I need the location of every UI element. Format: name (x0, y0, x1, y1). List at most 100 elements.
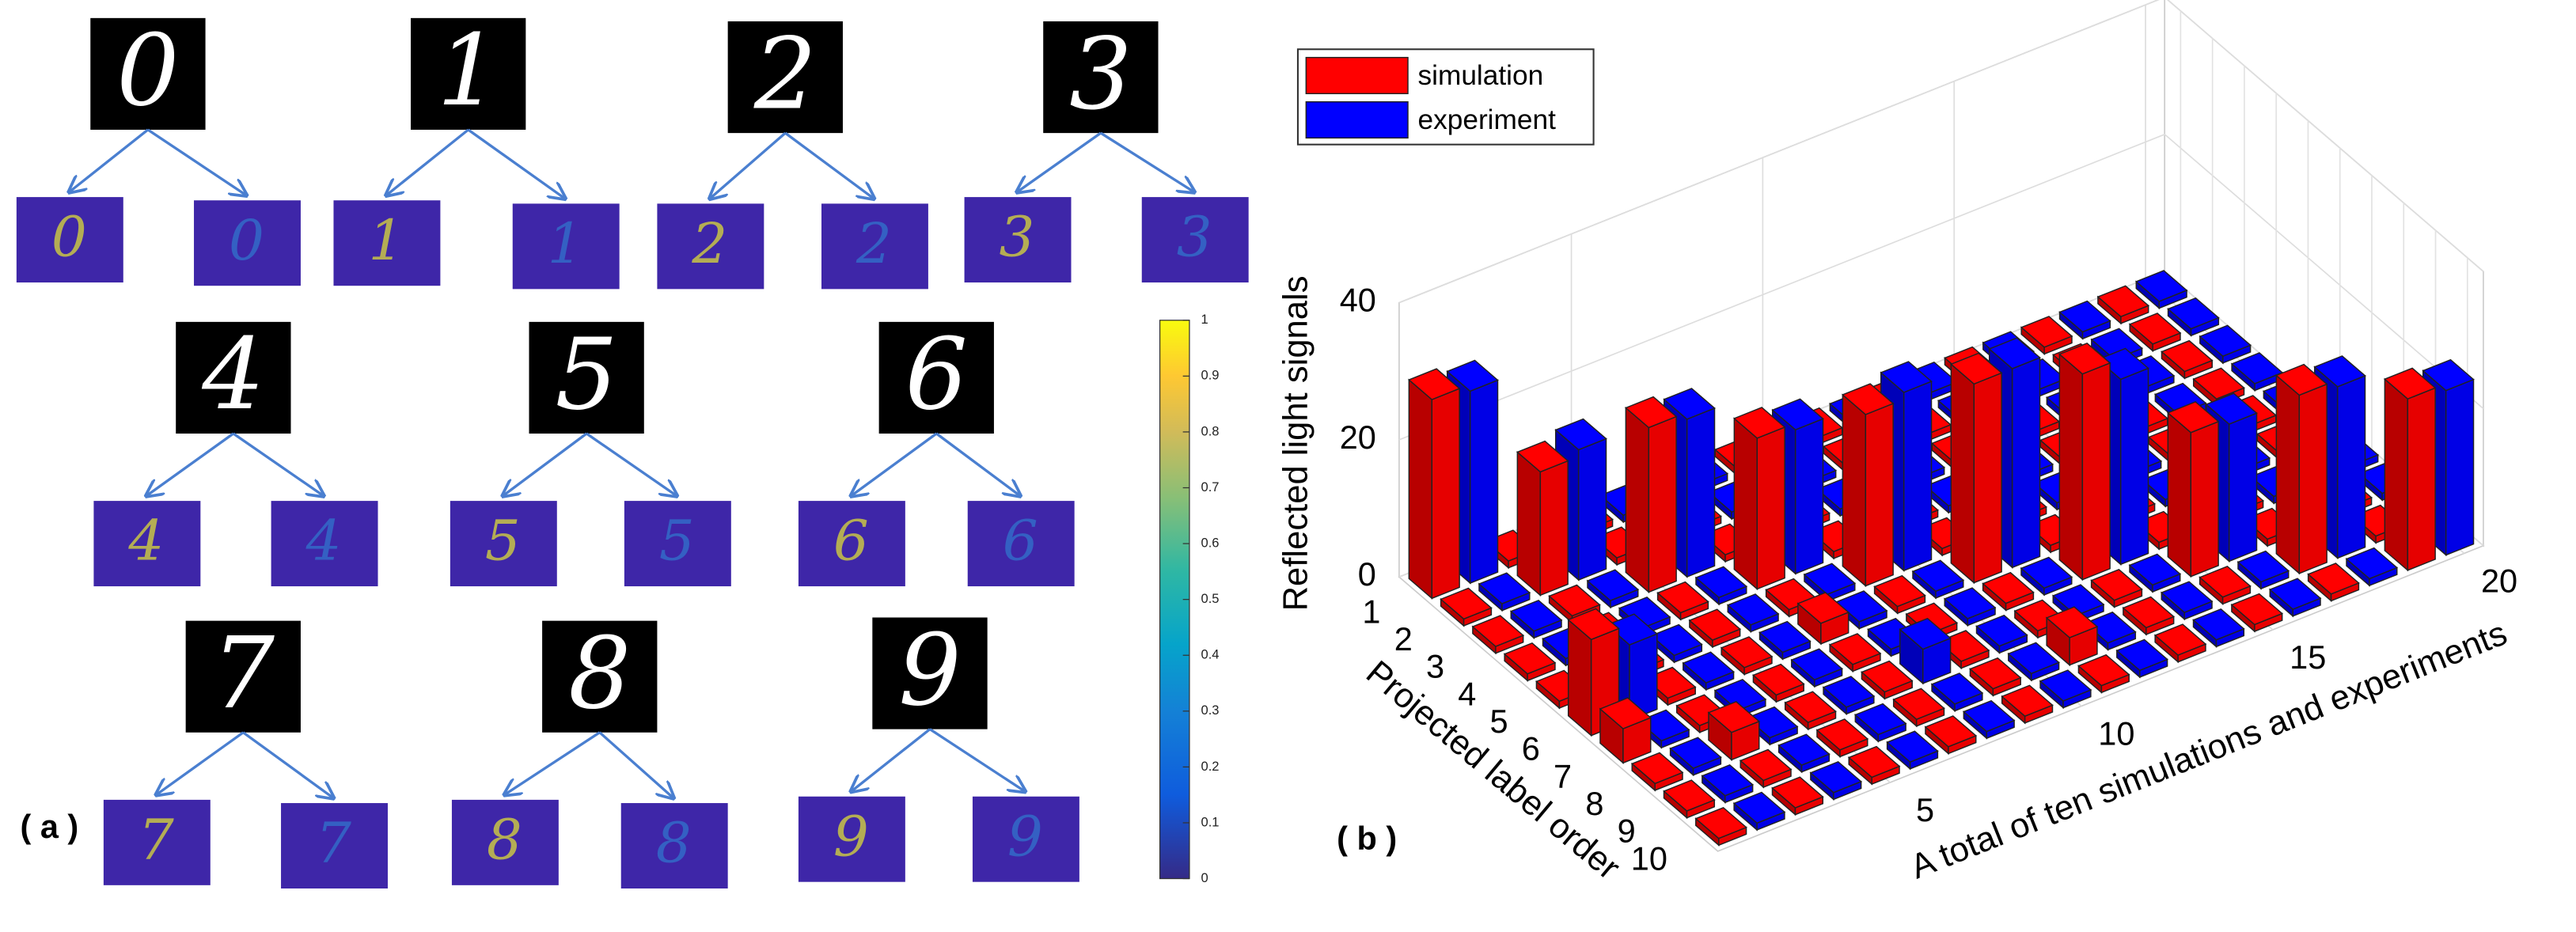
bar-front (2407, 387, 2436, 571)
bar-front (1431, 388, 1460, 600)
experiment-heatmap (194, 200, 301, 286)
bar-front (1973, 372, 2002, 584)
colorbar-tick-label: 0.8 (1201, 423, 1219, 438)
heatmap-digit: 9 (1007, 803, 1043, 869)
bar-top (1949, 352, 2003, 385)
row-tick-label: 7 (1554, 757, 1572, 794)
panel-label: ( a ) (20, 808, 78, 845)
row-tick-label: 5 (1490, 703, 1508, 740)
experiment-heatmap (620, 803, 728, 888)
digit-image (411, 17, 526, 130)
bar-top (1554, 418, 1607, 451)
heatmap-digit: 7 (138, 806, 174, 872)
row-tick-label: 1 (1362, 593, 1380, 630)
bar-top (2236, 550, 2290, 583)
bar-front (2298, 383, 2328, 574)
bar-front (2119, 367, 2149, 566)
digit-image (872, 617, 988, 729)
bar-top (1732, 407, 1786, 439)
bar-top (2134, 270, 2188, 302)
digit: 7 (212, 616, 275, 731)
row-tick-label: 4 (1458, 675, 1476, 712)
bar-side (1733, 417, 1758, 591)
bar-top (1605, 613, 1659, 646)
arrow (242, 731, 333, 798)
bar-top (1899, 617, 1952, 650)
bar-top (1982, 571, 2035, 604)
arrow (586, 432, 677, 496)
bar-top (2007, 642, 2060, 675)
arrow (69, 128, 149, 192)
arrow (929, 728, 1025, 792)
bar-front (1577, 438, 1607, 582)
digit: 4 (201, 317, 264, 432)
bar-top (2084, 611, 2137, 644)
arrow (146, 128, 247, 195)
heatmap-digit: 5 (485, 508, 521, 574)
colorbar-tick-label: 0.5 (1201, 591, 1219, 606)
bar-top (1784, 691, 1837, 723)
colorbar-tick-label: 0.3 (1201, 703, 1219, 718)
arrow (146, 432, 234, 496)
heatmap-digit: 5 (659, 508, 695, 574)
bar-top (1930, 672, 1984, 705)
heatmap-digit: 7 (316, 810, 351, 876)
bar-top (1688, 608, 1742, 641)
bar-top (2122, 596, 2176, 629)
bar-side (1408, 378, 1433, 600)
bar-top (2077, 654, 2130, 687)
digit: 0 (116, 13, 179, 128)
legend-label: simulation (1417, 60, 1543, 91)
digit: 8 (568, 616, 631, 731)
bar-front (1756, 426, 1785, 590)
simulation-heatmap (451, 799, 559, 885)
bar-top (2383, 367, 2437, 400)
experiment-heatmap (512, 203, 620, 290)
colorbar-tick-label: 0.2 (1201, 759, 1219, 774)
bar-top (1586, 569, 1640, 601)
bar-front (1686, 407, 1716, 578)
bar-top (2128, 553, 2182, 586)
bar-top (1861, 660, 1914, 693)
bar-top (2422, 358, 2475, 392)
bar-top (2167, 297, 2220, 330)
simulation-heatmap (964, 197, 1072, 283)
bar-top (1841, 383, 1895, 415)
bar-top (1650, 623, 1703, 657)
digit-image (727, 21, 843, 134)
experiment-heatmap (281, 803, 388, 888)
bar-top (1663, 388, 1716, 420)
bar-top (1924, 715, 1978, 748)
bar-top (2345, 547, 2399, 580)
simulation-heatmap (798, 796, 905, 882)
bar-top (1988, 337, 2041, 369)
bar-top (1669, 737, 1722, 769)
arrow (232, 432, 324, 496)
grid-line (1398, 0, 2484, 304)
simulation-heatmap (450, 501, 557, 587)
heatmap-digit: 1 (368, 207, 404, 273)
bar-top (1707, 701, 1761, 733)
bar-top (2058, 342, 2111, 375)
legend-swatch (1305, 100, 1409, 139)
heatmap-digit: 4 (127, 508, 164, 574)
bar-side (1516, 450, 1542, 597)
bar-top (2128, 313, 2182, 345)
bar-front (1794, 418, 1824, 575)
z-tick-label: 20 (1340, 419, 1376, 456)
heatmap-digit: 0 (51, 204, 87, 270)
arrow (784, 131, 874, 199)
arrow (935, 432, 1020, 496)
bar-top (1873, 574, 1926, 608)
colorbar-tick-label: 0.4 (1201, 647, 1219, 662)
bar-top (1599, 697, 1652, 729)
bar-top (1567, 608, 1620, 641)
panel-label: ( b ) (1337, 820, 1397, 857)
heatmap-digit: 4 (305, 508, 342, 574)
bar-top (1911, 559, 1965, 593)
row-tick-label: 8 (1585, 785, 1603, 822)
bar-top (1815, 718, 1869, 751)
colorbar-tick-label: 1 (1201, 312, 1208, 327)
bar-front (1469, 379, 1499, 585)
